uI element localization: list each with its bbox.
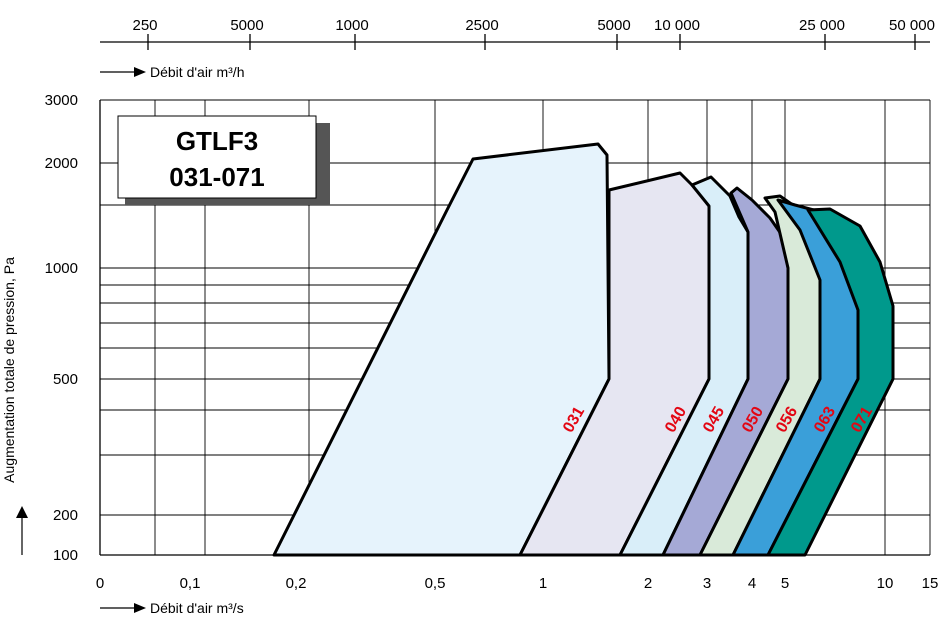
y-axis-arrow-icon xyxy=(16,506,28,518)
x-tick-label: 4 xyxy=(748,575,756,592)
y-tick-label: 1000 xyxy=(45,260,78,277)
x-axis-title-top: Débit d'air m³/h xyxy=(100,64,244,80)
top-tick-label: 2500 xyxy=(465,17,498,34)
top-tick-label: 5000 xyxy=(597,17,630,34)
top-tick-label: 5000 xyxy=(230,17,263,34)
y-tick-label: 3000 xyxy=(45,92,78,109)
top-tick-label: 10 000 xyxy=(654,17,700,34)
bottom-axis-label: Débit d'air m³/s xyxy=(150,600,244,616)
x-tick-label: 0,1 xyxy=(180,575,201,592)
x-tick-label: 0 xyxy=(96,575,104,592)
title-box xyxy=(117,115,317,199)
top-axis-label: Débit d'air m³/h xyxy=(150,64,244,80)
y-tick-label: 100 xyxy=(53,547,78,564)
x-tick-label: 2 xyxy=(644,575,652,592)
x-tick-label: 5 xyxy=(781,575,789,592)
chart-title-line-1: GTLF3 xyxy=(176,126,258,156)
chart-title-box: GTLF3 031-071 xyxy=(117,115,330,205)
x-tick-label: 10 xyxy=(877,575,894,592)
x-tick-label: 15 xyxy=(922,575,939,592)
top-tick-label: 50 000 xyxy=(889,17,935,34)
chart-title-line-2: 031-071 xyxy=(169,162,264,192)
y-axis-title: Augmentation totale de pression, Pa xyxy=(1,257,28,555)
x-tick-label: 3 xyxy=(703,575,711,592)
y-axis-label: Augmentation totale de pression, Pa xyxy=(1,257,17,483)
x-tick-label: 0,2 xyxy=(286,575,307,592)
region-071 xyxy=(766,207,895,557)
y-tick-label: 200 xyxy=(53,507,78,524)
top-axis-arrow-icon xyxy=(134,67,146,77)
x-axis-title-bottom: Débit d'air m³/s xyxy=(100,600,244,616)
top-tick-label: 1000 xyxy=(335,17,368,34)
y-tick-label: 500 xyxy=(53,371,78,388)
fan-size-regions: 031 040 045 050 056 063 071 xyxy=(272,142,895,557)
top-tick-label: 250 xyxy=(132,17,157,34)
bottom-axis-arrow-icon xyxy=(134,603,146,613)
y-tick-label: 2000 xyxy=(45,155,78,172)
top-tick-label: 25 000 xyxy=(799,17,845,34)
x-tick-label: 1 xyxy=(539,575,547,592)
x-tick-label: 0,5 xyxy=(425,575,446,592)
